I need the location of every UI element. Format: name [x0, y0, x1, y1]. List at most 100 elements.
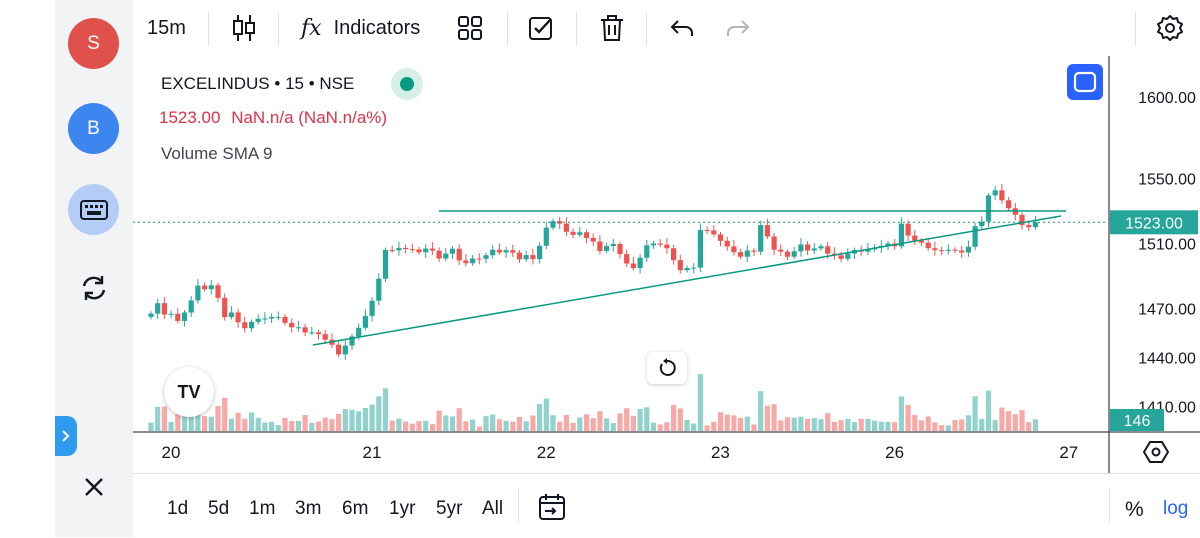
price-chart[interactable]: 1600.001550.001510.001470.001440.001410.…: [133, 56, 1200, 473]
volume-bar: [610, 423, 616, 431]
candle-body: [228, 312, 234, 318]
candle-body: [577, 232, 583, 235]
keyboard-button[interactable]: [68, 184, 119, 235]
range-6m[interactable]: 6m: [342, 498, 369, 519]
volume-bar: [322, 417, 328, 431]
volume-bar: [818, 419, 824, 431]
tradingview-logo-text: TV: [177, 381, 201, 402]
range-5d[interactable]: 5d: [208, 498, 230, 519]
undo-button[interactable]: [669, 8, 695, 48]
volume-bar: [959, 419, 965, 431]
candle-body: [389, 250, 395, 252]
candle-body: [784, 251, 791, 257]
volume-bar: [764, 405, 770, 431]
candle-body: [590, 237, 596, 242]
candle-body: [959, 250, 965, 253]
candle-body: [664, 244, 670, 249]
last-price-label: 1523.00: [1125, 215, 1183, 232]
candle-body: [992, 190, 998, 196]
chart-type-button[interactable]: [231, 8, 257, 48]
volume-bar: [684, 419, 690, 431]
candle-body: [697, 229, 703, 268]
candle-body: [724, 240, 730, 247]
candle-body: [657, 243, 663, 245]
volume-bar: [724, 414, 730, 431]
chart-area[interactable]: 1600.00 1550.00 1510.00 1470.00 1440.00 1410.…: [133, 56, 1200, 473]
candle-body: [148, 313, 154, 317]
volume-bar: [175, 414, 181, 431]
settings-button[interactable]: [1155, 8, 1185, 48]
range-3m[interactable]: 3m: [295, 498, 322, 519]
avatar-b-button[interactable]: B: [68, 103, 119, 154]
price-tick-label: 1470.00: [1138, 302, 1196, 319]
close-button[interactable]: [70, 463, 118, 511]
sync-icon: [82, 276, 106, 300]
volume-bar: [423, 420, 429, 431]
candle-body: [597, 241, 603, 251]
volume-bar: [215, 406, 221, 431]
range-5yr[interactable]: 5yr: [436, 498, 463, 519]
reset-icon: [659, 358, 676, 376]
volume-bar: [671, 404, 677, 431]
candle-body: [550, 221, 556, 228]
candle-body: [336, 344, 342, 355]
reset-chart-button[interactable]: [647, 352, 687, 384]
interval-button[interactable]: 15m: [147, 8, 186, 48]
sync-button[interactable]: [70, 264, 118, 312]
goto-date-button[interactable]: [537, 492, 567, 527]
layout-button[interactable]: [457, 8, 483, 48]
tradingview-logo[interactable]: TV: [164, 367, 214, 417]
candle-body: [349, 336, 355, 346]
fullscreen-button[interactable]: [1067, 64, 1103, 100]
expand-panel-button[interactable]: [55, 416, 77, 456]
avatar-s-button[interactable]: S: [68, 18, 119, 69]
candle-body: [463, 260, 469, 264]
candle-body: [356, 327, 362, 337]
volume-bar: [516, 416, 523, 431]
candle-body: [309, 332, 315, 334]
candle-body: [202, 285, 208, 290]
axis-settings-button[interactable]: [1136, 432, 1176, 472]
candle-body: [637, 257, 643, 269]
volume-bar: [624, 408, 630, 431]
candle-body: [382, 250, 389, 279]
volume-bar: [617, 413, 623, 431]
market-status-indicator[interactable]: [391, 68, 423, 100]
legend-symbol: EXCELINDUS: [161, 74, 270, 93]
indicators-button[interactable]: fx Indicators: [301, 8, 420, 48]
candle-body: [979, 221, 985, 227]
candle-body: [470, 258, 476, 264]
redo-button[interactable]: [725, 8, 751, 48]
candle-body: [530, 255, 536, 260]
range-all[interactable]: All: [482, 498, 504, 519]
volume-bar: [382, 388, 389, 431]
volume-bar: [791, 417, 797, 431]
volume-bar: [255, 417, 261, 431]
legend-separator: •: [274, 74, 281, 93]
candle-body: [208, 285, 214, 290]
toolbar-divider: [1135, 12, 1136, 46]
candle-body: [778, 249, 784, 252]
volume-bar: [898, 396, 904, 431]
trash-button[interactable]: [599, 8, 625, 48]
percent-scale-toggle[interactable]: %: [1125, 498, 1144, 521]
range-1yr[interactable]: 1yr: [389, 498, 416, 519]
legend-indicator[interactable]: Volume SMA 9: [161, 144, 273, 163]
volume-bar: [892, 422, 898, 431]
candle-body: [999, 190, 1005, 201]
candle-body: [704, 229, 710, 231]
checkbox-button[interactable]: [527, 8, 555, 48]
redo-icon: [727, 20, 750, 36]
candle-body: [516, 252, 523, 260]
volume-bar: [952, 419, 958, 431]
log-scale-toggle[interactable]: log: [1163, 498, 1189, 519]
volume-bar: [396, 418, 402, 431]
toolbar-divider: [646, 12, 647, 46]
range-1m[interactable]: 1m: [249, 498, 276, 519]
volume-bar: [1006, 411, 1012, 431]
volume-bar: [496, 419, 502, 431]
chevron-right-icon: [62, 430, 70, 442]
volume-bar: [530, 415, 536, 431]
range-1d[interactable]: 1d: [167, 498, 189, 519]
volume-bar: [738, 417, 744, 431]
